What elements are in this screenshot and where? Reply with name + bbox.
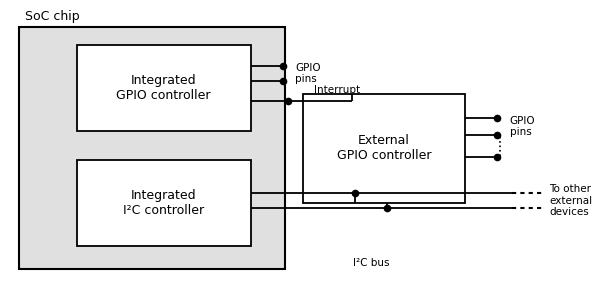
Bar: [77, 45, 251, 131]
Bar: [19, 27, 286, 269]
Text: Integrated
I²C controller: Integrated I²C controller: [123, 189, 204, 217]
Text: Integrated
GPIO controller: Integrated GPIO controller: [116, 74, 211, 102]
Text: GPIO
pins: GPIO pins: [510, 116, 535, 137]
Text: Interrupt: Interrupt: [314, 85, 361, 95]
Text: GPIO
pins: GPIO pins: [295, 63, 321, 84]
Text: External
GPIO controller: External GPIO controller: [337, 134, 431, 162]
Bar: [77, 160, 251, 246]
Text: To other
external
devices: To other external devices: [549, 184, 592, 217]
Bar: [303, 94, 465, 203]
Text: SoC chip: SoC chip: [25, 10, 79, 23]
Text: I²C bus: I²C bus: [353, 258, 389, 268]
